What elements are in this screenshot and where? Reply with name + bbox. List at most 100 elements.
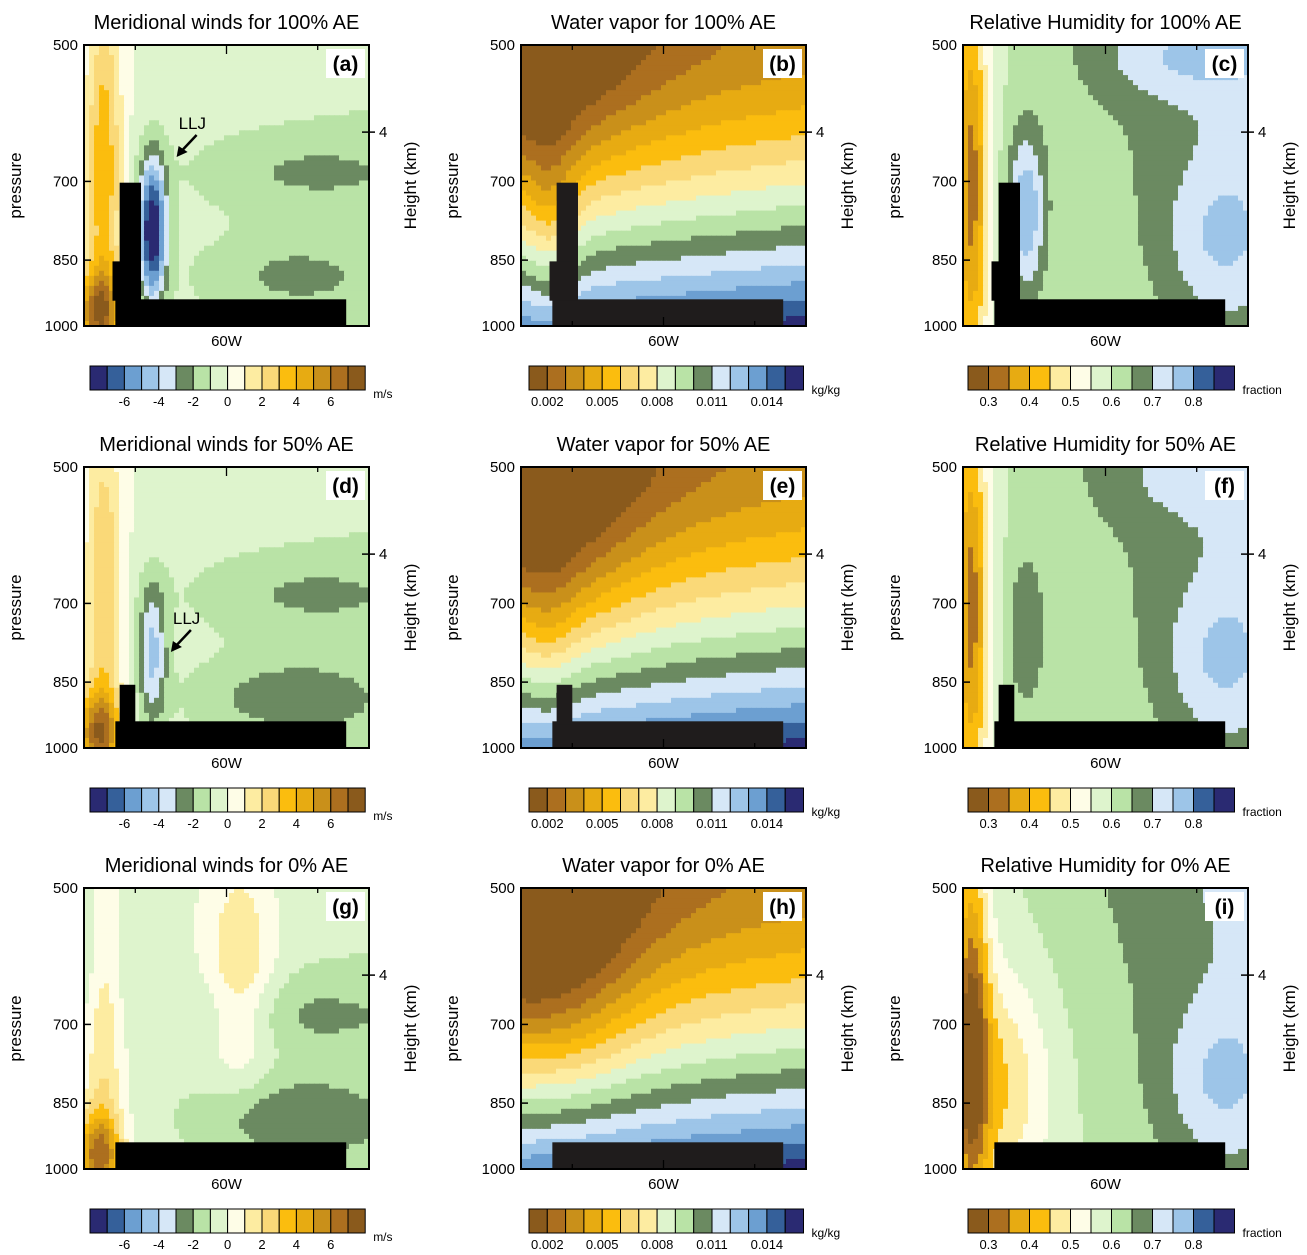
contour-cell bbox=[214, 140, 220, 146]
contour-cell bbox=[94, 145, 100, 151]
contour-cell bbox=[219, 75, 225, 81]
contour-cell bbox=[696, 120, 702, 126]
contour-cell bbox=[129, 65, 135, 71]
contour-cell bbox=[259, 256, 265, 262]
contour-cell bbox=[299, 266, 305, 272]
contour-cell bbox=[761, 110, 767, 116]
contour-cell bbox=[244, 231, 250, 237]
contour-cell bbox=[239, 206, 245, 212]
contour-cell bbox=[109, 191, 115, 197]
contour-cell bbox=[89, 65, 95, 71]
contour-cell bbox=[219, 216, 225, 222]
contour-cell bbox=[94, 60, 100, 66]
contour-cell bbox=[204, 90, 210, 96]
contour-cell bbox=[184, 186, 190, 192]
contour-cell bbox=[349, 291, 355, 297]
contour-cell bbox=[324, 155, 330, 161]
contour-cell bbox=[329, 80, 335, 86]
contour-cell bbox=[264, 236, 270, 242]
contour-cell bbox=[656, 120, 662, 126]
contour-cell bbox=[194, 80, 200, 86]
contour-cell bbox=[129, 60, 135, 66]
contour-cell bbox=[284, 135, 290, 141]
contour-cell bbox=[164, 226, 170, 232]
contour-cell bbox=[631, 130, 637, 136]
contour-cell bbox=[174, 221, 180, 227]
contour-cell bbox=[154, 50, 160, 56]
contour-cell bbox=[666, 85, 672, 91]
contour-cell bbox=[786, 170, 792, 176]
contour-cell bbox=[586, 175, 592, 181]
contour-cell bbox=[149, 271, 155, 277]
contour-cell bbox=[219, 241, 225, 247]
contour-cell bbox=[169, 226, 175, 232]
contour-cell bbox=[159, 241, 165, 247]
contour-cell bbox=[676, 50, 682, 56]
contour-cell bbox=[591, 50, 597, 56]
contour-cell bbox=[691, 70, 697, 76]
contour-cell bbox=[229, 196, 235, 202]
contour-cell bbox=[721, 170, 727, 176]
contour-cell bbox=[254, 115, 260, 121]
contour-cell bbox=[239, 60, 245, 66]
contour-cell bbox=[591, 80, 597, 86]
contour-cell bbox=[199, 105, 205, 111]
contour-cell bbox=[576, 150, 582, 156]
contour-cell bbox=[224, 105, 230, 111]
contour-cell bbox=[541, 55, 547, 61]
contour-cell bbox=[676, 70, 682, 76]
contour-cell bbox=[786, 110, 792, 116]
contour-cell bbox=[194, 226, 200, 232]
contour-cell bbox=[731, 75, 737, 81]
contour-cell bbox=[651, 125, 657, 131]
contour-cell bbox=[104, 236, 110, 242]
contour-cell bbox=[339, 85, 345, 91]
contour-cell bbox=[279, 196, 285, 202]
contour-cell bbox=[264, 120, 270, 126]
contour-cell bbox=[596, 155, 602, 161]
contour-cell bbox=[134, 140, 140, 146]
contour-cell bbox=[706, 170, 712, 176]
contour-cell bbox=[89, 90, 95, 96]
contour-cell bbox=[94, 231, 100, 237]
contour-cell bbox=[626, 125, 632, 131]
contour-cell bbox=[706, 165, 712, 171]
contour-cell bbox=[721, 175, 727, 181]
contour-cell bbox=[686, 70, 692, 76]
contour-cell bbox=[94, 180, 100, 186]
contour-cell bbox=[349, 95, 355, 101]
contour-cell bbox=[781, 145, 787, 151]
contour-cell bbox=[616, 50, 622, 56]
contour-cell bbox=[536, 160, 542, 166]
contour-cell bbox=[294, 125, 300, 131]
contour-cell bbox=[309, 85, 315, 91]
contour-cell bbox=[149, 180, 155, 186]
contour-cell bbox=[219, 271, 225, 277]
contour-cell bbox=[706, 150, 712, 156]
contour-cell bbox=[214, 246, 220, 252]
contour-cell bbox=[174, 261, 180, 267]
contour-cell bbox=[526, 95, 532, 101]
contour-cell bbox=[591, 110, 597, 116]
contour-cell bbox=[134, 50, 140, 56]
contour-cell bbox=[159, 125, 165, 131]
contour-cell bbox=[666, 65, 672, 71]
contour-cell bbox=[344, 241, 350, 247]
contour-cell bbox=[169, 196, 175, 202]
contour-cell bbox=[244, 120, 250, 126]
contour-cell bbox=[766, 90, 772, 96]
contour-cell bbox=[284, 291, 290, 297]
contour-cell bbox=[169, 120, 175, 126]
contour-cell bbox=[224, 201, 230, 207]
contour-cell bbox=[751, 150, 757, 156]
colorbar-tick: 2 bbox=[258, 394, 265, 409]
contour-cell bbox=[546, 85, 552, 91]
contour-cell bbox=[164, 216, 170, 222]
contour-cell bbox=[601, 65, 607, 71]
contour-cell bbox=[641, 120, 647, 126]
contour-cell bbox=[289, 196, 295, 202]
contour-cell bbox=[219, 120, 225, 126]
contour-cell bbox=[249, 100, 255, 106]
contour-cell bbox=[214, 105, 220, 111]
contour-cell bbox=[239, 80, 245, 86]
